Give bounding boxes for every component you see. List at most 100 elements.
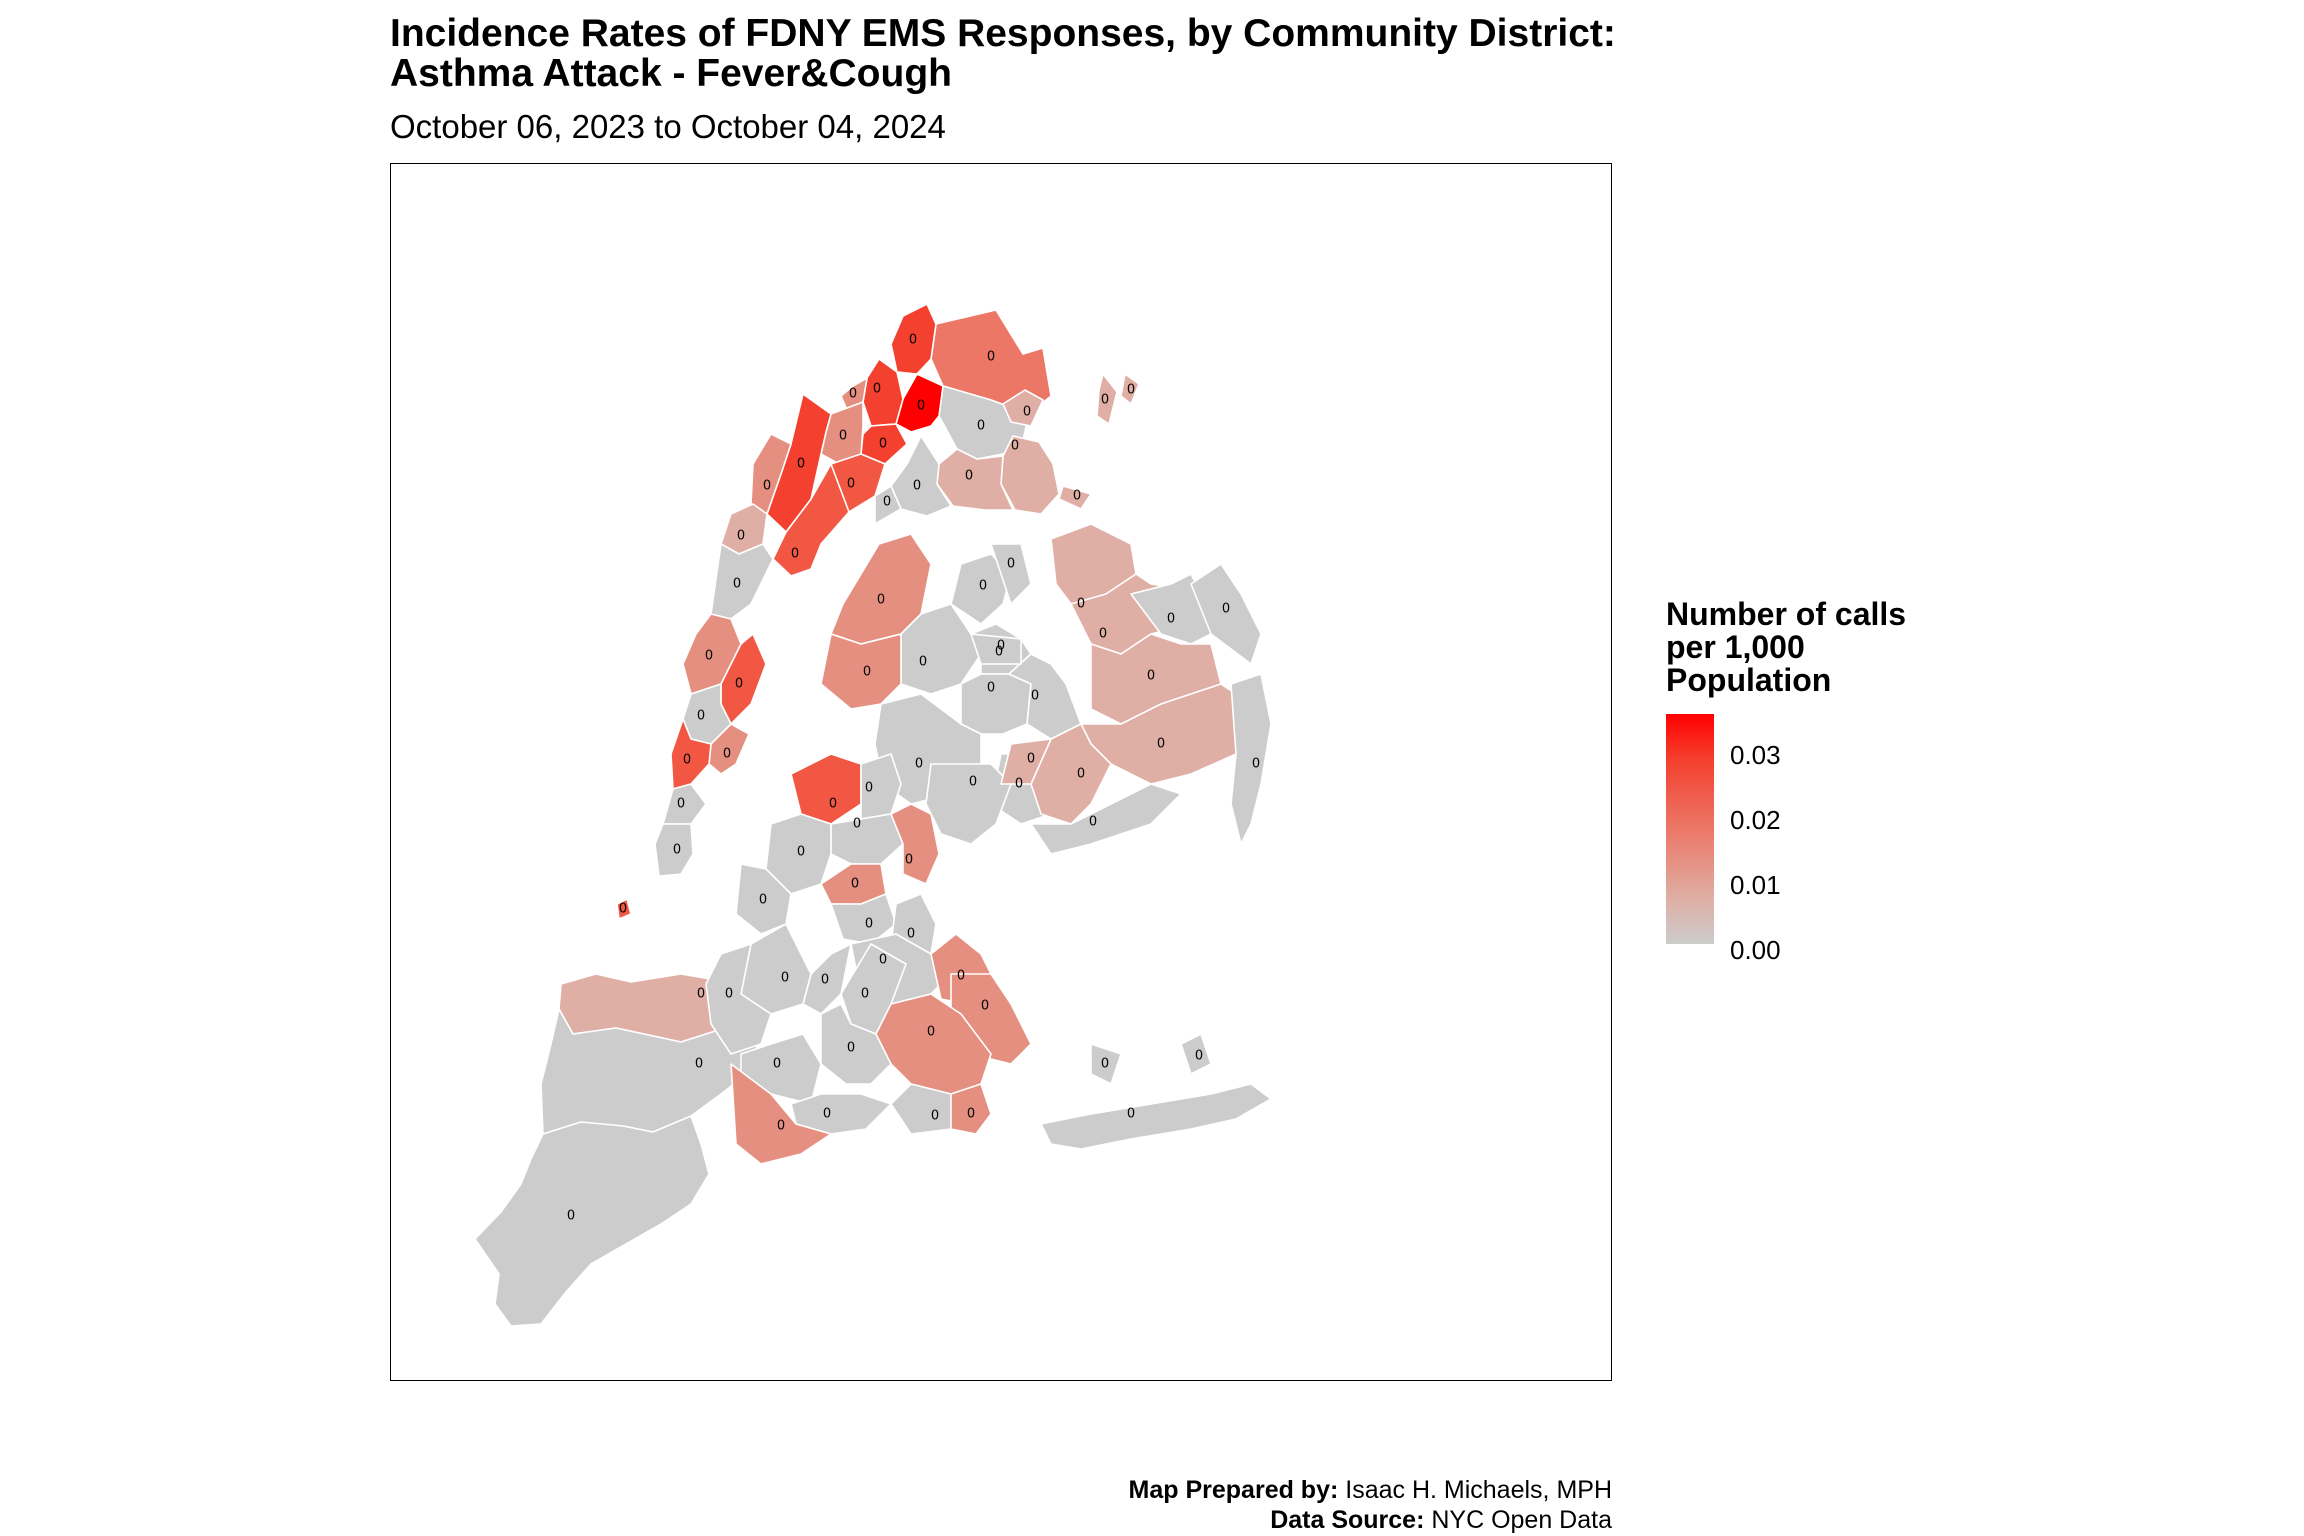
community-district [925, 763, 1012, 845]
caption-prepared-value: Isaac H. Michaels, MPH [1338, 1476, 1612, 1504]
community-district [1002, 389, 1044, 427]
community-district [890, 435, 952, 517]
district-value-label: 0 [1031, 689, 1039, 704]
district-value-label: 0 [969, 775, 977, 790]
district-value-label: 0 [1077, 597, 1085, 612]
district-value-label: 0 [829, 797, 837, 812]
community-district [616, 898, 632, 920]
community-district [875, 993, 992, 1095]
district-value-label: 0 [1127, 383, 1135, 398]
legend-tick-label: 0.02 [1730, 805, 1781, 835]
district-value-label: 0 [1089, 815, 1097, 830]
district-value-label: 0 [759, 893, 767, 908]
caption-source-label: Data Source: [1270, 1506, 1425, 1534]
community-district [1000, 738, 1052, 785]
district-value-label: 0 [619, 902, 627, 917]
district-value-label: 0 [905, 853, 913, 868]
community-district [820, 633, 902, 710]
district-value-label: 0 [851, 877, 859, 892]
district-value-label: 0 [861, 987, 869, 1002]
district-value-label: 0 [733, 577, 741, 592]
title-line-1: Incidence Rates of FDNY EMS Responses, b… [390, 12, 1616, 55]
district-value-label: 0 [909, 333, 917, 348]
district-value-label: 0 [883, 495, 891, 510]
community-district [1058, 485, 1092, 510]
district-value-label: 0 [987, 350, 995, 365]
district-value-label: 0 [853, 817, 861, 832]
district-value-label: 0 [965, 469, 973, 484]
community-district [1120, 373, 1140, 405]
district-value-label: 0 [865, 917, 873, 932]
community-district [1030, 723, 1112, 825]
community-district [1230, 673, 1272, 845]
district-value-label: 0 [927, 1025, 935, 1040]
district-value-label: 0 [865, 781, 873, 796]
legend-color-bar [1666, 714, 1714, 944]
map-panel: 0 0 0 0 0 0 0 0 0 0 0 0 0 0 0 0 0 0 0 0 0 0 0 0 0 0 0 0 0 0 0 0 0 0 0 0 0 0 0 0… [390, 163, 1612, 1381]
district-value-label: 0 [1099, 627, 1107, 642]
district-value-label: 0 [849, 387, 857, 402]
district-value-label: 0 [967, 1107, 975, 1122]
legend-tick-label: 0.01 [1730, 870, 1781, 900]
district-value-label: 0 [781, 971, 789, 986]
district-value-label: 0 [847, 477, 855, 492]
district-value-label: 0 [915, 757, 923, 772]
district-value-label: 0 [1157, 737, 1165, 752]
community-district [705, 943, 772, 1055]
district-value-label: 0 [1222, 602, 1230, 617]
title-line-2: Asthma Attack - Fever&Cough [390, 52, 952, 95]
district-value-label: 0 [839, 429, 847, 444]
district-value-label: 0 [797, 457, 805, 472]
district-value-label: 0 [1101, 1057, 1109, 1072]
caption-prepared-label: Map Prepared by: [1128, 1476, 1339, 1504]
district-value-label: 0 [913, 479, 921, 494]
district-value-label: 0 [1195, 1049, 1203, 1064]
district-value-label: 0 [1127, 1107, 1135, 1122]
district-value-label: 0 [879, 437, 887, 452]
legend-title-line-2: per 1,000 [1666, 629, 1805, 665]
district-value-label: 0 [723, 747, 731, 762]
map-subtitle: October 06, 2023 to October 04, 2024 [390, 108, 946, 145]
district-value-label: 0 [1101, 393, 1109, 408]
community-district [730, 1063, 832, 1165]
legend-title: Number of calls per 1,000 Population [1666, 598, 1966, 697]
district-value-label: 0 [777, 1119, 785, 1134]
community-district [1190, 563, 1262, 665]
district-value-label: 0 [695, 1057, 703, 1072]
district-value-label: 0 [1023, 405, 1031, 420]
district-value-label: 0 [931, 1109, 939, 1124]
caption-prepared-by: Map Prepared by: Isaac H. Michaels, MPH [1129, 1476, 1612, 1505]
district-value-label: 0 [873, 382, 881, 397]
district-value-label: 0 [847, 1041, 855, 1056]
community-district [662, 783, 707, 825]
district-value-label: 0 [1015, 777, 1023, 792]
district-value-label: 0 [823, 1107, 831, 1122]
legend-tick-label: 0.03 [1730, 740, 1781, 770]
district-value-label: 0 [673, 843, 681, 858]
community-district [890, 803, 940, 885]
community-district [670, 718, 712, 790]
district-value-label: 0 [797, 845, 805, 860]
district-value-label: 0 [995, 645, 1003, 660]
district-value-label: 0 [697, 709, 705, 724]
community-district [710, 543, 774, 620]
caption-source-value: NYC Open Data [1424, 1506, 1612, 1534]
community-district [654, 823, 694, 877]
community-district [1180, 1033, 1212, 1075]
district-value-label: 0 [705, 649, 713, 664]
district-value-label: 0 [683, 753, 691, 768]
district-value-label: 0 [863, 665, 871, 680]
district-value-label: 0 [1147, 669, 1155, 684]
legend-title-line-1: Number of calls [1666, 596, 1907, 632]
district-value-label: 0 [773, 1057, 781, 1072]
community-district [970, 633, 1022, 665]
legend-tick [1714, 754, 1722, 756]
legend-tick [1714, 949, 1722, 951]
map-title: Incidence Rates of FDNY EMS Responses, b… [390, 14, 1616, 94]
legend-tick [1714, 884, 1722, 886]
community-district [1030, 783, 1182, 855]
district-value-label: 0 [879, 953, 887, 968]
district-value-label: 0 [997, 639, 1005, 654]
district-value-label: 0 [567, 1209, 575, 1224]
district-value-label: 0 [987, 681, 995, 696]
